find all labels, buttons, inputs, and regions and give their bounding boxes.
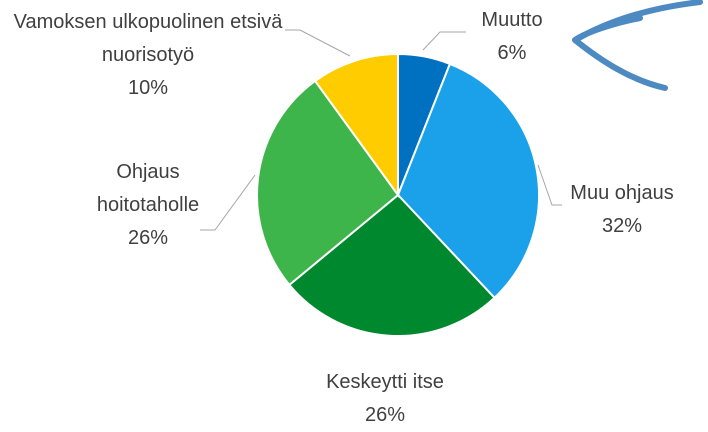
data-label: Muutto 6%: [452, 4, 572, 70]
category-label: Keskeytti itse: [326, 371, 444, 393]
pie-slice: [287, 193, 496, 337]
leader-line: [537, 164, 562, 206]
leader-line: [200, 174, 256, 231]
data-label: Ohjaus hoitotaholle 26%: [63, 156, 233, 255]
pie-slice: [313, 52, 399, 199]
pie-slice: [396, 62, 540, 300]
data-label: Vamoksen ulkopuolinen etsivä nuorisotyö 1…: [0, 6, 298, 105]
category-label: Muutto: [481, 9, 543, 31]
category-label: Ohjaus hoitotaholle: [96, 161, 200, 216]
arrow-decoration: [572, 0, 703, 91]
leader-line: [422, 31, 466, 51]
leader-line: [285, 29, 351, 57]
pie-chart: [200, 0, 703, 337]
value-label: 26%: [364, 404, 406, 426]
pie-slice: [256, 79, 400, 287]
data-label: Keskeytti itse 26%: [285, 366, 485, 432]
value-label: 6%: [497, 42, 527, 64]
value-label: 26%: [127, 227, 169, 249]
value-label: 32%: [601, 215, 643, 237]
data-label: Muu ohjaus 32%: [552, 177, 692, 243]
category-label: Vamoksen ulkopuolinen etsivä nuorisotyö: [13, 11, 283, 66]
chart: Muutto 6% Muu ohjaus 32% Keskeytti itse 26% Oh…: [0, 0, 703, 426]
category-label: Muu ohjaus: [570, 182, 674, 204]
value-label: 10%: [127, 77, 169, 99]
